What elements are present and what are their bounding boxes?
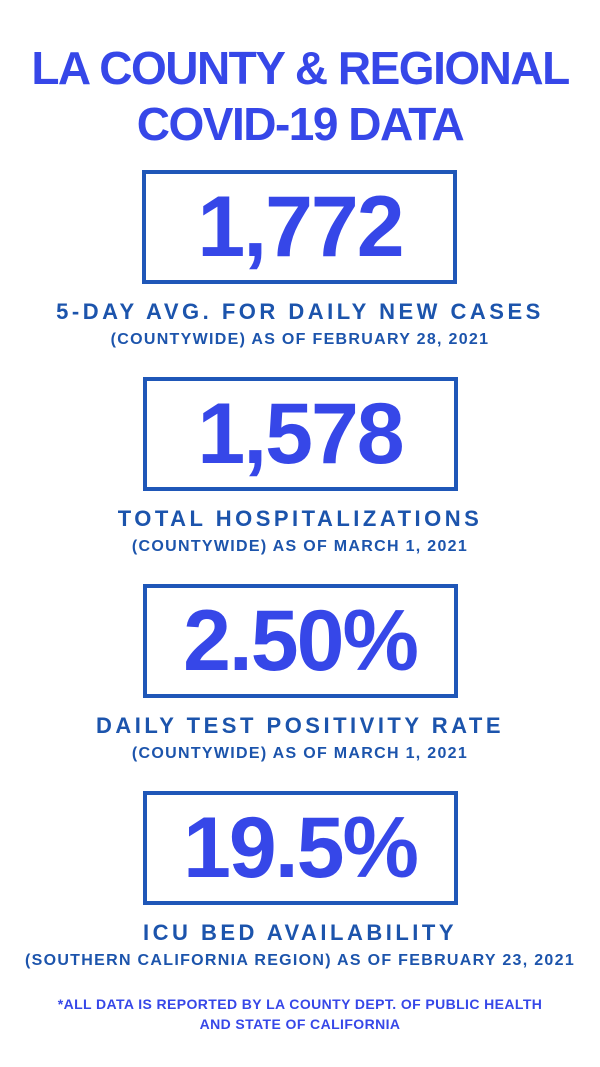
stat-label: TOTAL HOSPITALIZATIONS bbox=[117, 506, 483, 531]
stat-value: 1,772 bbox=[197, 179, 404, 275]
stat-sublabel: (COUNTYWIDE) AS OF MARCH 1, 2021 bbox=[131, 745, 469, 762]
stat-value: 19.5% bbox=[183, 800, 419, 896]
stat-sublabel: (COUNTYWIDE) AS OF FEBRUARY 28, 2021 bbox=[110, 331, 490, 348]
stat-sublabel: (SOUTHERN CALIFORNIA REGION) AS OF FEBRU… bbox=[24, 952, 576, 969]
stat-value-box: 1,578 bbox=[142, 377, 458, 491]
stat-daily-new-cases: 1,772 5-DAY AVG. FOR DAILY NEW CASES (CO… bbox=[56, 170, 544, 349]
page-title: LA COUNTY & REGIONAL COVID-19 DATA bbox=[31, 42, 570, 150]
stat-label: ICU BED AVAILABILITY bbox=[142, 920, 458, 945]
stat-label: 5-DAY AVG. FOR DAILY NEW CASES bbox=[56, 299, 544, 324]
stat-value: 2.50% bbox=[183, 593, 419, 689]
data-source-note: *ALL DATA IS REPORTED BY LA COUNTY DEPT.… bbox=[57, 996, 543, 1032]
stat-value: 1,578 bbox=[197, 386, 404, 482]
stat-value-box: 2.50% bbox=[142, 584, 458, 698]
stat-label: DAILY TEST POSITIVITY RATE bbox=[95, 713, 505, 738]
stat-sublabel: (COUNTYWIDE) AS OF MARCH 1, 2021 bbox=[131, 538, 469, 555]
stat-value-box: 1,772 bbox=[142, 170, 458, 284]
stat-total-hospitalizations: 1,578 TOTAL HOSPITALIZATIONS (COUNTYWIDE… bbox=[118, 377, 483, 556]
stat-value-box: 19.5% bbox=[142, 791, 458, 905]
stat-test-positivity-rate: 2.50% DAILY TEST POSITIVITY RATE (COUNTY… bbox=[96, 584, 504, 763]
stat-icu-bed-availability: 19.5% ICU BED AVAILABILITY (SOUTHERN CAL… bbox=[25, 791, 575, 970]
